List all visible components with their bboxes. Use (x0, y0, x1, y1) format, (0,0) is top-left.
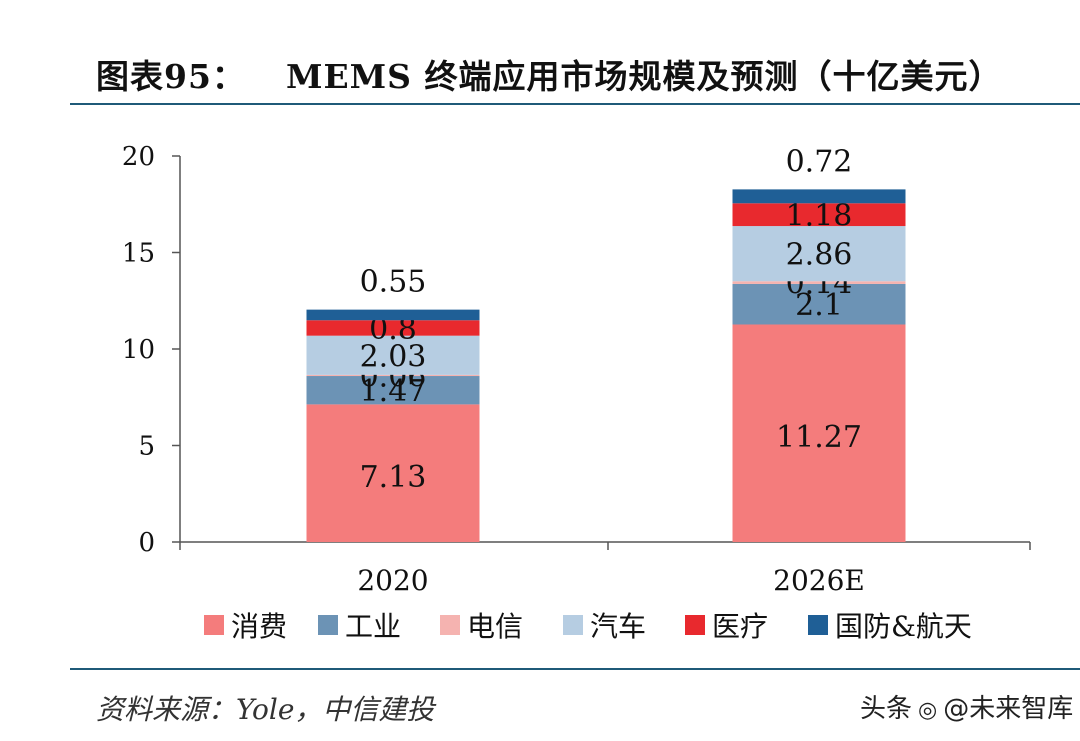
data-label: 2.03 (360, 339, 427, 374)
bar-segment (306, 309, 480, 321)
watermark: 头条 ◎ @未来智库 (860, 688, 1073, 725)
legend-swatch (204, 615, 224, 635)
top-rule (70, 103, 1080, 105)
watermark-handle: @未来智库 (943, 694, 1074, 724)
bottom-rule (70, 668, 1080, 670)
x-tick-label: 2020 (357, 564, 428, 597)
legend-label: 医疗 (712, 610, 768, 643)
legend-label: 汽车 (590, 610, 646, 643)
bar-segment (732, 324, 906, 542)
y-tick-label: 5 (138, 432, 155, 462)
data-label: 2.86 (786, 238, 853, 273)
stacked-bar-chart: 051015207.131.470.062.030.80.55202011.27… (122, 142, 1031, 643)
y-tick-label: 10 (122, 335, 155, 365)
data-label: 0.72 (786, 144, 853, 179)
data-label: 1.47 (360, 374, 427, 409)
bar-segment (732, 189, 906, 204)
legend-swatch (440, 615, 460, 635)
bar-segment (306, 404, 480, 542)
bar-segment (306, 335, 480, 375)
bar-segment (306, 376, 480, 405)
data-label: 11.27 (776, 420, 862, 455)
data-label: 2.1 (795, 288, 843, 323)
legend-swatch (318, 615, 338, 635)
legend-label: 国防&航天 (835, 610, 972, 643)
legend-label: 工业 (345, 610, 401, 643)
figure-number: 图表95： (96, 57, 246, 96)
source-note: 资料来源：Yole，中信建投 (96, 693, 435, 726)
legend-swatch (808, 615, 828, 635)
bar-segment (306, 374, 480, 377)
wechat-icon: ◎ (918, 698, 938, 723)
legend-swatch (685, 615, 705, 635)
x-tick-label: 2026E (773, 564, 865, 597)
legend-swatch (563, 615, 583, 635)
bar-segment (732, 283, 906, 325)
bar-segment (732, 203, 906, 227)
data-label: 1.18 (786, 199, 853, 234)
chart-title: 图表95： MEMS 终端应用市场规模及预测（十亿美元） (96, 50, 1002, 98)
bar-segment (732, 226, 906, 282)
y-tick-label: 20 (122, 142, 155, 172)
bar-segment (732, 281, 906, 284)
data-label: 7.13 (360, 460, 427, 495)
bar-segment (306, 320, 480, 336)
data-label: 0.55 (360, 265, 427, 300)
legend-label: 消费 (231, 610, 287, 643)
legend-label: 电信 (467, 610, 523, 643)
figure-title-text: MEMS 终端应用市场规模及预测（十亿美元） (285, 57, 1003, 96)
y-tick-label: 15 (122, 239, 155, 269)
y-tick-label: 0 (138, 528, 155, 558)
watermark-prefix: 头条 (860, 694, 913, 724)
